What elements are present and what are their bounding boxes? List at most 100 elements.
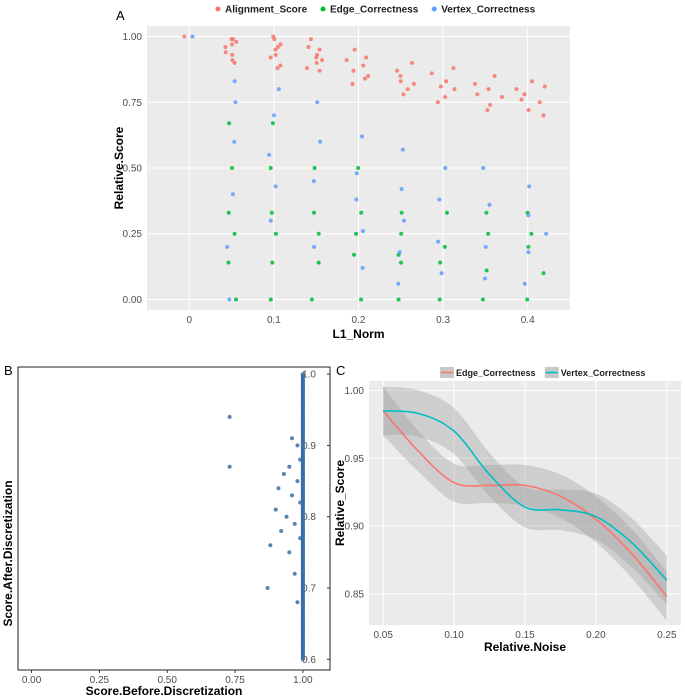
panel-a-point-edge-correctness — [232, 231, 237, 236]
panel-b-point — [295, 479, 300, 484]
panel-c-y-tick-label: 0.90 — [345, 522, 365, 533]
panel-a-point-edge-correctness — [316, 231, 321, 236]
panel-a-point-alignment-score — [472, 81, 477, 86]
panel-a-point-alignment-score — [364, 55, 369, 60]
panel-a-legend-label: Vertex_Correctness — [441, 5, 535, 16]
panel-b-point — [290, 493, 295, 498]
panel-a-point-vertex-correctness — [272, 113, 277, 118]
panel-c-grid — [369, 381, 681, 625]
panel-a-point-alignment-score — [429, 71, 434, 76]
panel-a-point-vertex-correctness — [481, 166, 486, 170]
panel-b-letter: B — [4, 363, 13, 378]
panel-a-letter: A — [116, 8, 125, 23]
panel-a-point-alignment-score — [352, 47, 357, 52]
panel-a-point-vertex-correctness — [276, 87, 281, 92]
panel-a-point-vertex-correctness — [436, 239, 441, 244]
panel-a-point-edge-correctness — [399, 210, 404, 215]
panel-b-point — [284, 514, 289, 519]
panel-b-point — [227, 464, 232, 469]
panel-b-x-tick-label: 0.00 — [22, 675, 42, 686]
panel-a-point-alignment-score — [486, 87, 491, 92]
panel-a-point-edge-correctness — [359, 210, 364, 215]
panel-a-point-alignment-score — [485, 108, 490, 113]
panel-a-point-edge-correctness — [269, 210, 274, 215]
panel-a-point-alignment-score — [362, 76, 367, 81]
panel-a-point-edge-correctness — [352, 252, 357, 257]
panel-a-point-edge-correctness — [484, 210, 489, 215]
panel-a-point-alignment-score — [350, 81, 355, 86]
panel-a-point-edge-correctness — [312, 166, 317, 170]
panel-a-point-alignment-score — [529, 79, 534, 84]
panel-a-point-vertex-correctness — [359, 134, 364, 139]
panel-c-legend: Edge_Correctness Vertex_Correctness — [440, 367, 645, 378]
panel-a-y-tick-label: 0.75 — [123, 98, 143, 109]
panel-a-point-alignment-score — [401, 92, 406, 97]
panel-a-point-edge-correctness — [356, 166, 361, 170]
panel-a-point-edge-correctness — [444, 210, 449, 215]
panel-a-legend-key — [320, 6, 326, 12]
panel-a-point-edge-correctness — [437, 297, 442, 302]
panel-a-point-edge-correctness — [526, 244, 531, 249]
panel-c-x-tick-label: 0.15 — [515, 630, 535, 641]
panel-a-point-vertex-correctness — [544, 231, 549, 236]
panel-a-point-vertex-correctness — [232, 79, 237, 84]
panel-a-point-vertex-correctness — [526, 213, 531, 218]
panel-a-point-alignment-score — [271, 34, 276, 39]
panel-b-y-tick-label: 0.6 — [302, 655, 316, 666]
panel-a-legend-label: Alignment_Score — [225, 5, 308, 16]
panel-a-point-alignment-score — [230, 37, 235, 42]
panel-a-point-vertex-correctness — [225, 244, 230, 249]
panel-a-point-vertex-correctness — [232, 139, 237, 144]
panel-a-ticks: 0 0.1 0.2 0.3 0.4 0.00 0.25 0.50 0.75 1.00 — [123, 32, 536, 326]
panel-a-point-edge-correctness — [316, 260, 321, 265]
panel-a-point-alignment-score — [398, 79, 403, 84]
panel-a-point-vertex-correctness — [439, 271, 444, 276]
panel-a: A Alignment_Score Edge_Correctness Vertex_… — [112, 5, 570, 341]
panel-b-y-tick-label: 0.7 — [302, 584, 316, 595]
panel-b-point — [292, 521, 297, 526]
panel-a-point-alignment-score — [522, 92, 527, 97]
panel-a-point-vertex-correctness — [230, 192, 235, 197]
panel-a-point-edge-correctness — [309, 297, 314, 302]
panel-b-point — [292, 571, 297, 576]
panel-a-point-alignment-score — [304, 66, 309, 71]
panel-a-point-vertex-correctness — [483, 244, 488, 249]
panel-a-point-alignment-score — [537, 100, 542, 105]
panel-c-y-tick-label: 1.00 — [345, 386, 365, 397]
panel-a-point-alignment-score — [361, 63, 366, 68]
panel-a-point-edge-correctness — [399, 231, 404, 236]
panel-a-point-alignment-score — [182, 34, 187, 39]
panel-a-point-alignment-score — [223, 45, 228, 50]
panel-a-x-tick-label: 0 — [187, 315, 193, 326]
panel-a-point-edge-correctness — [227, 121, 232, 126]
panel-a-point-vertex-correctness — [268, 218, 273, 223]
panel-a-legend-key — [215, 6, 221, 12]
panel-a-point-vertex-correctness — [318, 139, 323, 144]
panel-a-point-alignment-score — [314, 60, 319, 65]
panel-a-point-alignment-score — [268, 55, 273, 60]
panel-a-point-alignment-score — [514, 87, 519, 92]
panel-c-legend-label: Vertex_Correctness — [561, 368, 646, 378]
panel-c-line-vertex-correctness — [383, 410, 668, 581]
panel-c-legend-label: Edge_Correctness — [456, 368, 536, 378]
panel-a-point-vertex-correctness — [273, 184, 278, 189]
panel-a-point-edge-correctness — [273, 231, 278, 236]
panel-a-point-alignment-score — [278, 63, 283, 68]
panel-a-point-edge-correctness — [359, 297, 364, 302]
panel-b-point — [276, 486, 281, 491]
panel-a-x-label: L1_Norm — [332, 327, 384, 341]
panel-a-point-alignment-score — [230, 58, 235, 63]
panel-a-x-tick-label: 0.2 — [352, 315, 366, 326]
panel-a-point-edge-correctness — [270, 121, 275, 126]
panel-b-point — [290, 436, 295, 441]
panel-a-point-alignment-score — [411, 81, 416, 86]
panel-a-point-edge-correctness — [541, 271, 546, 276]
panel-a-point-vertex-correctness — [396, 281, 401, 286]
panel-a-point-vertex-correctness — [526, 250, 531, 255]
panel-b-points — [227, 372, 305, 662]
panel-a-point-alignment-score — [438, 84, 443, 89]
panel-a-point-edge-correctness — [486, 231, 491, 236]
panel-a-point-vertex-correctness — [315, 100, 320, 105]
panel-a-point-alignment-score — [273, 47, 278, 52]
panel-a-point-alignment-score — [435, 100, 440, 105]
